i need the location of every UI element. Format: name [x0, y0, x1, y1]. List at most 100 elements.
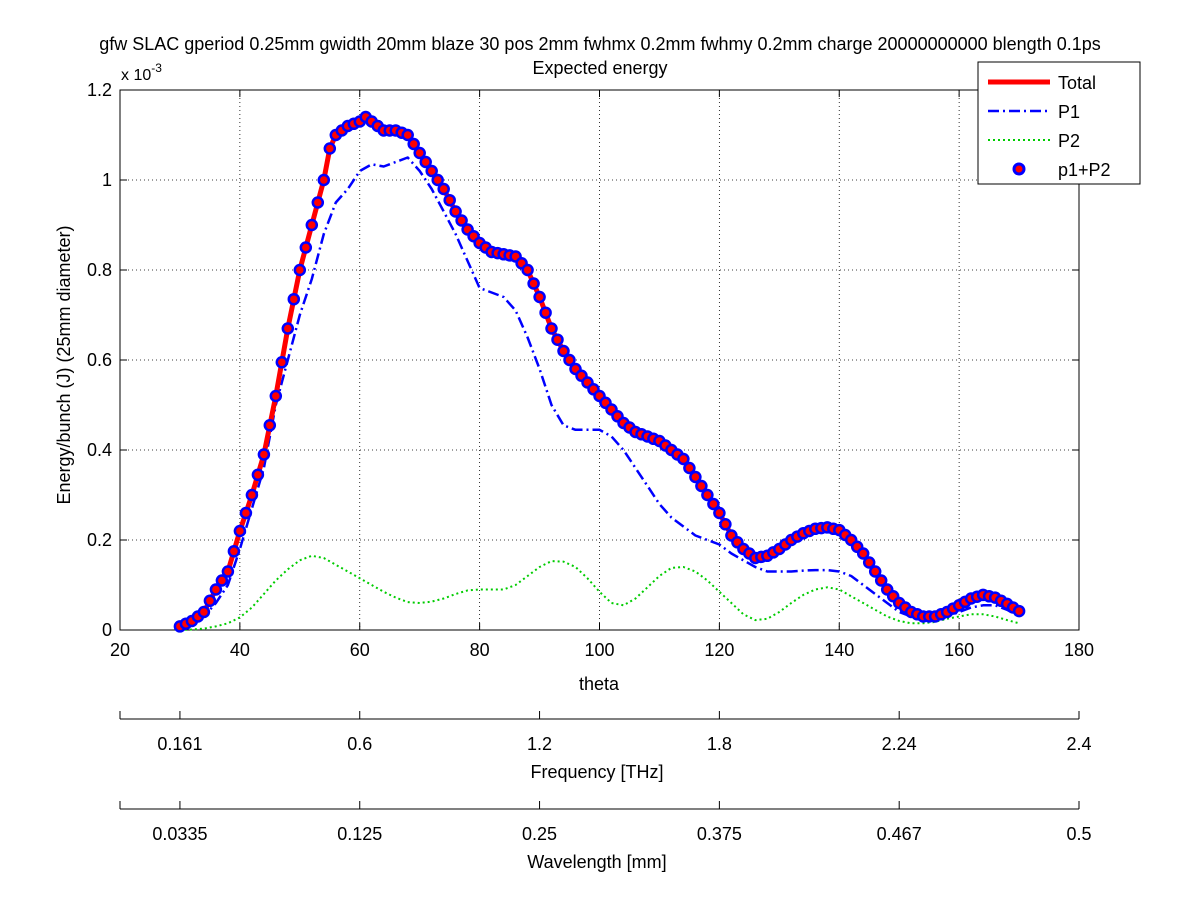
data-point-marker: [221, 565, 235, 578]
secondary-tick-label: 0.5: [1066, 824, 1091, 844]
data-point-marker: [425, 164, 438, 178]
axis-ticks: 20 40 60 80 100 120 140 160 180 0 0.2 0.4 0.6 0.8 1 1.2: [87, 80, 1094, 660]
legend-label-p2: P2: [1058, 131, 1080, 151]
chart-title: gfw SLAC gperiod 0.25mm gwidth 20mm blaz…: [99, 34, 1101, 54]
secondary-tick-label: 0.25: [522, 824, 557, 844]
y-exponent-power: -3: [151, 61, 162, 75]
legend-label-total: Total: [1058, 73, 1096, 93]
data-point-marker: [419, 155, 432, 169]
y-tick-label: 0: [102, 620, 112, 640]
data-point-marker: [281, 322, 295, 335]
data-point-marker: [323, 142, 337, 155]
data-point-marker: [287, 292, 301, 306]
data-point-marker: [527, 277, 540, 290]
series-line-p2: [179, 554, 1020, 631]
secondary-tick-label: 0.161: [157, 734, 202, 754]
secondary-tick-label: 0.125: [337, 824, 382, 844]
secondary-tick-label: 0.375: [697, 824, 742, 844]
data-point-marker: [533, 290, 546, 304]
data-point-marker: [305, 218, 319, 232]
data-point-marker: [437, 182, 450, 196]
data-point-marker: [677, 452, 690, 466]
data-point-marker: [449, 205, 462, 218]
data-point-marker: [263, 419, 277, 432]
data-point-marker: [443, 193, 456, 207]
chart-subtitle: Expected energy: [532, 58, 667, 78]
data-point-marker: [1012, 604, 1026, 618]
secondary-tick-label: 0.0335: [152, 824, 207, 844]
data-point-marker: [257, 448, 271, 461]
data-point-marker: [557, 344, 570, 358]
secondary-tick-label: 1.2: [527, 734, 552, 754]
y-tick-label: 1.2: [87, 80, 112, 100]
y-exponent-label: x 10-3: [121, 61, 162, 84]
data-point-marker: [401, 128, 414, 142]
x-tick-label: 20: [110, 640, 130, 660]
secondary-tick-label: 2.4: [1066, 734, 1091, 754]
data-point-marker: [311, 196, 325, 209]
data-point-marker: [413, 146, 426, 160]
data-point-marker: [407, 137, 420, 151]
y-tick-label: 0.8: [87, 260, 112, 280]
y-tick-label: 0.2: [87, 530, 112, 550]
x-tick-label: 40: [230, 640, 250, 660]
data-point-marker: [227, 545, 241, 558]
data-point-marker: [868, 565, 882, 578]
y-tick-label: 0.4: [87, 440, 112, 460]
x-axis-label: theta: [579, 674, 620, 694]
frequency-axis-label: Frequency [THz]: [530, 762, 663, 782]
data-point-marker: [239, 506, 253, 520]
x-tick-label: 80: [470, 640, 490, 660]
y-axis-label: Energy/bunch (J) (25mm diameter): [54, 225, 74, 504]
data-point-marker: [551, 333, 564, 346]
data-point-marker: [713, 506, 726, 520]
data-point-marker: [293, 263, 307, 277]
legend-label-p1-p2: p1+P2: [1058, 160, 1111, 180]
data-point-marker: [197, 605, 211, 619]
data-point-marker: [299, 241, 313, 254]
data-point-marker: [545, 322, 558, 335]
legend: Total P1 P2 p1+P2: [977, 61, 1141, 185]
data-point-marker: [689, 470, 702, 484]
data-point-marker: [245, 488, 259, 502]
data-point-marker: [209, 583, 223, 596]
data-point-marker: [215, 574, 229, 587]
secondary-tick-label: 0.467: [877, 824, 922, 844]
wavelength-axis-label: Wavelength [mm]: [527, 852, 666, 872]
legend-label-p1: P1: [1058, 102, 1080, 122]
data-point-marker: [317, 173, 331, 187]
data-point-marker: [251, 468, 265, 482]
data-point-marker: [269, 389, 283, 403]
secondary-tick-label: 1.8: [707, 734, 732, 754]
data-point-marker: [233, 524, 247, 538]
data-point-marker: [203, 594, 217, 608]
secondary-tick-label: 2.24: [882, 734, 917, 754]
data-point-marker: [521, 263, 534, 277]
secondary-tick-label: 0.6: [347, 734, 372, 754]
data-point-marker: [856, 547, 870, 560]
x-tick-label: 100: [584, 640, 614, 660]
x-tick-label: 180: [1064, 640, 1094, 660]
data-point-marker: [539, 306, 552, 319]
x-tick-label: 60: [350, 640, 370, 660]
data-point-marker: [701, 488, 714, 502]
data-point-marker: [862, 556, 876, 569]
x-tick-label: 120: [704, 640, 734, 660]
data-point-marker: [707, 497, 720, 511]
x-tick-label: 160: [944, 640, 974, 660]
x-tick-label: 140: [824, 640, 854, 660]
y-tick-label: 1: [102, 170, 112, 190]
data-point-marker: [874, 574, 888, 587]
data-point-marker: [695, 479, 708, 493]
secondary-axes: 0.161 0.6 1.2 1.8 2.24 2.4 0.0335 0.125 0.25 0.37…: [119, 711, 1092, 844]
series-markers: [173, 110, 1026, 633]
data-point-marker: [455, 214, 468, 227]
data-point-marker: [275, 356, 289, 369]
data-point-marker: [563, 353, 576, 367]
data-point-marker: [719, 518, 732, 531]
series-line-p1: [179, 156, 1020, 628]
data-point-marker: [683, 461, 696, 475]
y-tick-label: 0.6: [87, 350, 112, 370]
data-point-marker: [431, 173, 444, 187]
